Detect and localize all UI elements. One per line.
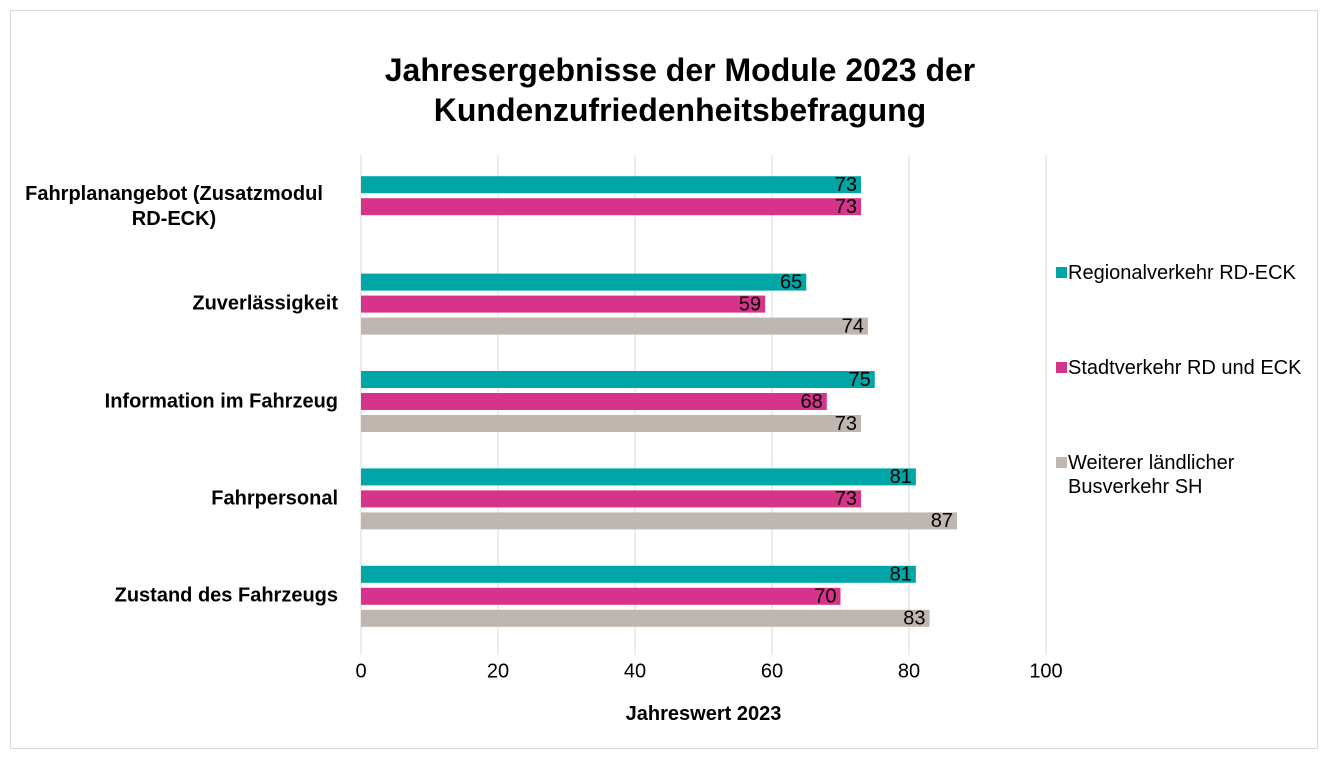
data-label: 73 xyxy=(835,413,857,435)
bar xyxy=(361,512,957,530)
chart-border xyxy=(10,10,1318,749)
data-label: 81 xyxy=(890,466,912,488)
bar xyxy=(361,371,875,388)
data-label: 59 xyxy=(739,293,761,315)
bar xyxy=(361,295,766,313)
data-label: 83 xyxy=(903,608,925,630)
y-tick-text: Fahrplanangebot (Zusatzmodul RD-ECK) xyxy=(25,182,323,230)
y-tick-text: Information im Fahrzeug xyxy=(104,390,338,412)
x-tick-label: 60 xyxy=(761,660,783,682)
bar xyxy=(361,198,862,216)
y-tick-text: Fahrpersonal xyxy=(211,487,338,510)
legend-swatch xyxy=(1056,457,1067,468)
data-label: 81 xyxy=(890,564,912,586)
data-label: 73 xyxy=(835,488,857,510)
bar xyxy=(361,468,916,486)
data-label: 68 xyxy=(801,391,823,413)
x-tick-label: 40 xyxy=(624,660,646,682)
bar xyxy=(361,587,841,605)
data-label: 73 xyxy=(835,174,857,196)
x-tick-label: 20 xyxy=(487,660,509,682)
x-tick-label: 80 xyxy=(898,660,920,682)
x-axis-title: Jahreswert 2023 xyxy=(625,703,782,725)
y-tick-text: Zustand des Fahrzeugs xyxy=(114,584,338,607)
bar xyxy=(361,490,862,508)
bar xyxy=(361,273,807,291)
bar xyxy=(361,415,862,432)
data-label: 73 xyxy=(835,196,857,218)
data-label: 65 xyxy=(780,271,802,293)
legend-swatch xyxy=(1056,267,1067,278)
y-tick-text: Zuverlässigkeit xyxy=(192,292,338,315)
legend-label: Regionalverkehr RD-ECK xyxy=(1068,262,1296,284)
data-label: 87 xyxy=(931,510,953,532)
y-tick-label: Zuverlässigkeit xyxy=(10,292,338,317)
bar xyxy=(361,609,930,627)
legend-label: Stadtverkehr RD und ECK xyxy=(1068,357,1302,379)
legend-swatch xyxy=(1056,362,1067,373)
bar xyxy=(361,176,862,194)
data-label: 70 xyxy=(814,586,836,608)
y-tick-label: Zustand des Fahrzeugs xyxy=(10,584,338,609)
x-tick-label: 0 xyxy=(355,660,366,682)
data-label: 75 xyxy=(849,369,871,391)
legend-label: Weiterer ländlicher Busverkehr SH xyxy=(1068,452,1235,498)
x-tick-label: 100 xyxy=(1029,660,1062,682)
bar xyxy=(361,317,868,335)
bar xyxy=(361,393,827,410)
y-tick-label: Information im Fahrzeug xyxy=(10,389,338,414)
chart-title: Jahresergebnisse der Module 2023 der Kun… xyxy=(384,52,976,128)
y-tick-label: Fahrplanangebot (Zusatzmodul RD-ECK) xyxy=(10,182,338,232)
bar xyxy=(361,565,916,583)
data-label: 74 xyxy=(842,315,864,337)
y-tick-label: Fahrpersonal xyxy=(10,486,338,511)
